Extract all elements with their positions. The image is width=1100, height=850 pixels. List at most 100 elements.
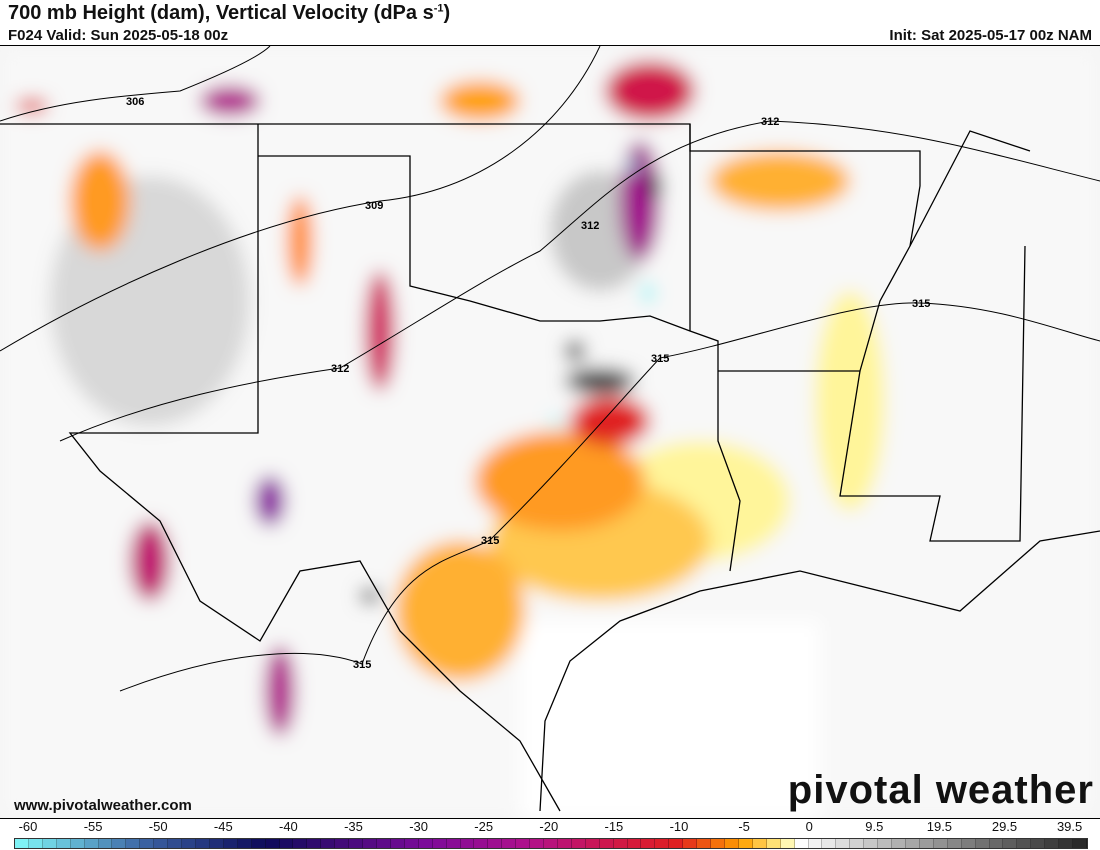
vertical-velocity-shading <box>570 396 650 446</box>
state-border <box>718 130 1031 372</box>
colorbar-swatch <box>404 839 419 848</box>
colorbar-swatch <box>947 839 962 848</box>
colorbar <box>14 838 1088 849</box>
vertical-velocity-shading <box>549 417 563 425</box>
pivotal-weather-logo: pivotal weather <box>787 768 1094 812</box>
init-time: Init: Sat 2025-05-17 00z NAM <box>889 27 1092 44</box>
vertical-velocity-shading <box>265 646 295 736</box>
colorbar-swatch <box>42 839 57 848</box>
colorbar-tick-label: 29.5 <box>991 819 1018 834</box>
colorbar-swatch <box>223 839 238 848</box>
colorbar-swatch <box>363 839 377 848</box>
colorbar-swatch <box>446 839 461 848</box>
colorbar-tick-label: -60 <box>18 819 38 834</box>
colorbar-swatch <box>279 839 294 848</box>
contour-label: 309 <box>365 200 383 212</box>
state-border <box>839 245 1026 542</box>
colorbar-swatch <box>530 839 545 848</box>
colorbar-swatch <box>460 839 475 848</box>
colorbar-swatch <box>84 839 99 848</box>
colorbar-tick-label: -55 <box>83 819 103 834</box>
colorbar-swatch <box>98 839 113 848</box>
vertical-velocity-shading <box>647 173 663 199</box>
colorbar-swatch <box>321 839 336 848</box>
colorbar-swatch <box>112 839 127 848</box>
contour-label: 306 <box>126 96 144 108</box>
colorbar-swatch <box>571 839 586 848</box>
vertical-velocity-shading <box>620 141 660 261</box>
colorbar-tick-label: -25 <box>474 819 494 834</box>
colorbar-swatch <box>864 839 879 848</box>
colorbar-swatch <box>738 839 753 848</box>
colorbar-swatch <box>585 839 600 848</box>
colorbar-swatch <box>975 839 990 848</box>
colorbar-swatch <box>613 839 628 848</box>
colorbar-tick-label: -5 <box>738 819 750 834</box>
colorbar-tick-label: -40 <box>278 819 298 834</box>
colorbar-swatch <box>892 839 906 848</box>
vertical-velocity-shading <box>130 521 170 601</box>
colorbar-swatch <box>599 839 614 848</box>
coastline <box>539 530 1100 812</box>
colorbar-swatch <box>502 839 517 848</box>
colorbar-swatch <box>544 839 558 848</box>
vertical-velocity-shading <box>360 588 380 604</box>
colorbar-swatch <box>182 839 196 848</box>
colorbar-tick-label: -45 <box>213 819 233 834</box>
vertical-velocity-shading <box>475 431 645 531</box>
colorbar-swatch <box>878 839 893 848</box>
colorbar-swatch <box>836 839 851 848</box>
vertical-velocity-shading <box>440 81 520 121</box>
weather-map: 306 309 312 312 312 315 315 315 315 <box>0 45 1100 819</box>
height-contour-309 <box>0 46 601 352</box>
colorbar-swatch <box>766 839 781 848</box>
colorbar-swatch <box>28 839 43 848</box>
vertical-velocity-shading <box>605 61 695 121</box>
contour-label: 315 <box>651 353 669 365</box>
contour-label: 315 <box>481 535 499 547</box>
colorbar-swatch <box>390 839 405 848</box>
colorbar-swatch <box>1045 839 1060 848</box>
state-border <box>0 123 921 247</box>
colorbar-tick-label: 19.5 <box>926 819 953 834</box>
colorbar-swatch <box>516 839 531 848</box>
colorbar-swatch <box>154 839 169 848</box>
height-contour-306 <box>0 46 271 122</box>
colorbar-swatch <box>711 839 726 848</box>
colorbar-swatch <box>989 839 1004 848</box>
colorbar-swatch <box>376 839 391 848</box>
colorbar-swatch <box>140 839 155 848</box>
colorbar-swatch <box>655 839 670 848</box>
map-layer: 306 309 312 312 312 315 315 315 315 <box>0 46 1100 818</box>
colorbar-swatch <box>474 839 489 848</box>
website-url: www.pivotalweather.com <box>14 797 192 814</box>
colorbar-swatch <box>168 839 183 848</box>
colorbar-swatch <box>1017 839 1032 848</box>
vertical-velocity-shading <box>395 541 525 681</box>
colorbar-swatch <box>961 839 976 848</box>
colorbar-swatch <box>293 839 308 848</box>
colorbar-swatch <box>683 839 698 848</box>
colorbar-tick-label: -30 <box>409 819 428 834</box>
colorbar-tick-label: 0 <box>805 819 813 834</box>
vertical-velocity-shading <box>16 99 48 113</box>
colorbar-swatch <box>822 839 837 848</box>
colorbar-tick-label: -10 <box>669 819 689 834</box>
vertical-velocity-shading <box>642 283 654 303</box>
colorbar-swatch <box>126 839 141 848</box>
colorbar-swatch <box>15 839 29 848</box>
colorbar-swatch <box>237 839 252 848</box>
colorbar-swatch <box>432 839 447 848</box>
colorbar-swatch <box>1059 839 1074 848</box>
colorbar-swatch <box>697 839 712 848</box>
colorbar-swatch <box>641 839 656 848</box>
colorbar-swatch <box>56 839 71 848</box>
colorbar-swatch <box>1031 839 1046 848</box>
vertical-velocity-shading <box>815 291 885 511</box>
vertical-velocity-shading <box>365 271 395 391</box>
contour-label: 315 <box>912 298 930 310</box>
colorbar-tick-label: 39.5 <box>1056 819 1083 834</box>
colorbar-swatch <box>557 839 572 848</box>
colorbar-swatch <box>1003 839 1018 848</box>
colorbar-swatch <box>251 839 266 848</box>
